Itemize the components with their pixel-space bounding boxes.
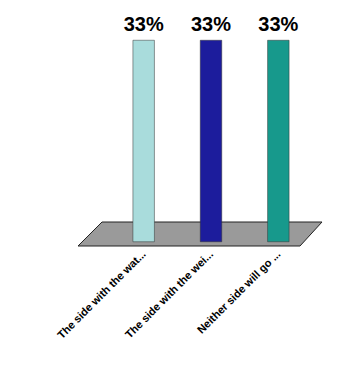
svg-text:33%: 33% — [191, 13, 231, 35]
svg-text:The side with the wei...: The side with the wei... — [122, 247, 216, 341]
svg-text:33%: 33% — [124, 13, 164, 35]
svg-text:The side with the wat...: The side with the wat... — [54, 247, 148, 341]
svg-text:Neither side will go ...: Neither side will go ... — [195, 248, 283, 336]
svg-text:33%: 33% — [258, 13, 298, 35]
